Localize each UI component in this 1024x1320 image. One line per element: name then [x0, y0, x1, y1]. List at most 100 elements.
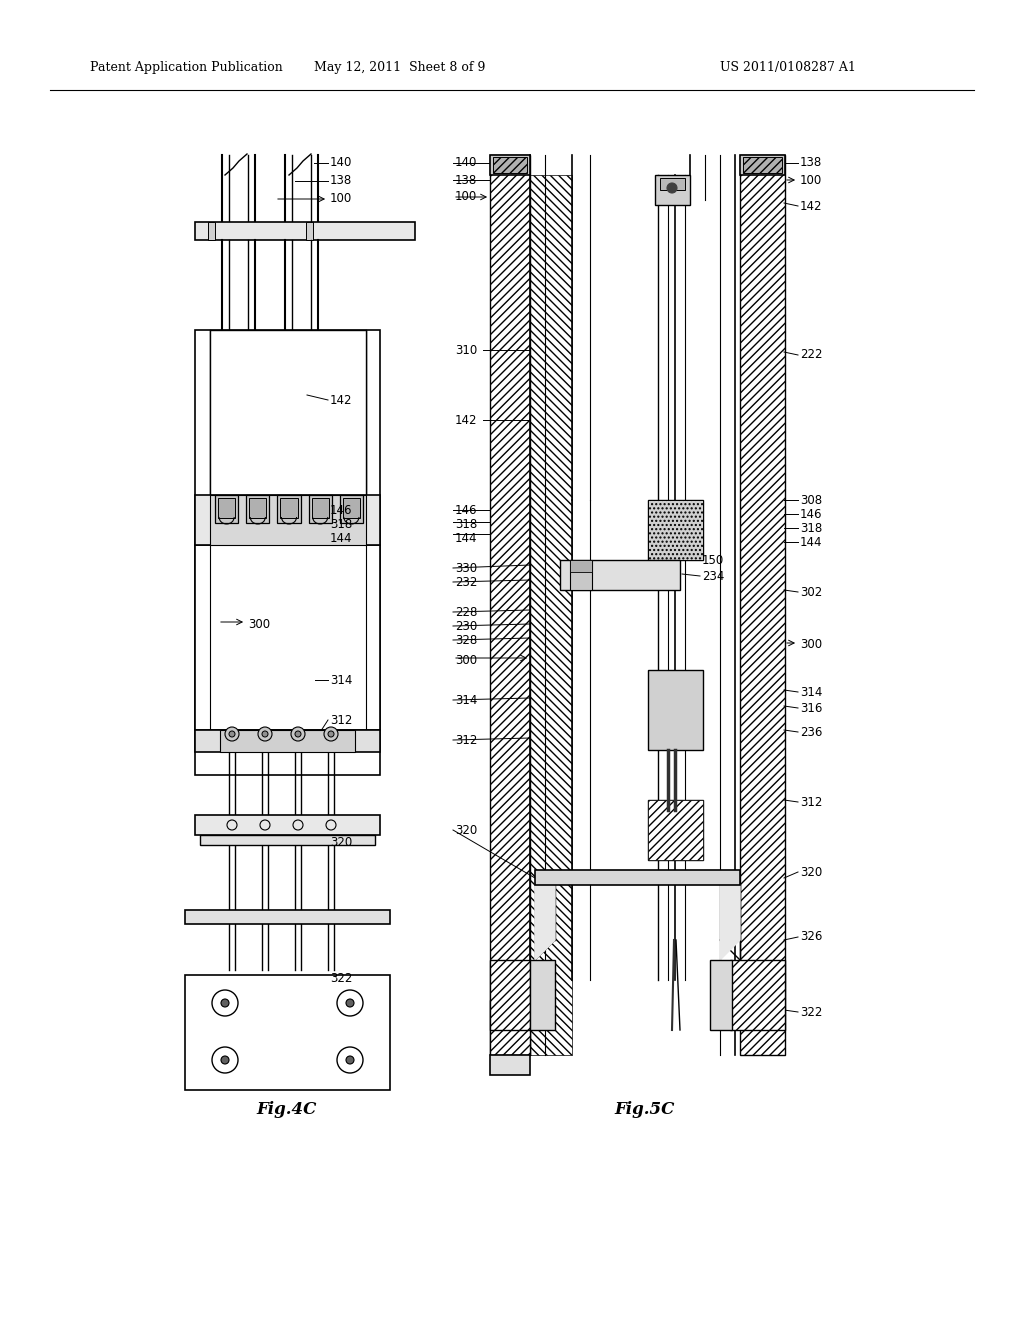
Bar: [308, 495, 332, 523]
Text: 138: 138: [330, 174, 352, 187]
Bar: [195, 330, 380, 775]
Text: 228: 228: [455, 606, 477, 619]
Circle shape: [346, 1056, 354, 1064]
Circle shape: [295, 731, 301, 737]
Bar: [208, 222, 215, 240]
Circle shape: [291, 727, 305, 741]
Circle shape: [328, 731, 334, 737]
Text: 320: 320: [455, 824, 477, 837]
Text: 232: 232: [455, 576, 477, 589]
Bar: [560, 560, 680, 590]
Bar: [740, 154, 785, 176]
Text: 322: 322: [800, 1006, 822, 1019]
Text: 300: 300: [455, 653, 477, 667]
Text: Fig.5C: Fig.5C: [614, 1101, 675, 1118]
Bar: [490, 154, 530, 1055]
Text: May 12, 2011  Sheet 8 of 9: May 12, 2011 Sheet 8 of 9: [314, 62, 485, 74]
Text: 100: 100: [330, 193, 352, 206]
Bar: [490, 154, 530, 176]
Bar: [648, 500, 703, 560]
Text: 316: 316: [800, 701, 822, 714]
Circle shape: [337, 1047, 362, 1073]
Bar: [185, 909, 390, 924]
Text: 312: 312: [800, 796, 822, 808]
Bar: [730, 960, 785, 1030]
Text: 312: 312: [330, 714, 352, 726]
Bar: [340, 495, 362, 523]
Text: 144: 144: [330, 532, 352, 544]
Text: 222: 222: [800, 348, 822, 362]
Bar: [493, 157, 527, 173]
Bar: [648, 800, 703, 861]
Text: 326: 326: [800, 931, 822, 944]
Text: 320: 320: [330, 836, 352, 849]
Text: 142: 142: [455, 413, 477, 426]
Text: 302: 302: [800, 586, 822, 598]
Circle shape: [337, 990, 362, 1016]
Bar: [648, 671, 703, 750]
Bar: [278, 495, 301, 523]
Bar: [281, 498, 298, 517]
Text: US 2011/0108287 A1: US 2011/0108287 A1: [720, 62, 856, 74]
Bar: [648, 800, 703, 861]
Text: Patent Application Publication: Patent Application Publication: [90, 62, 283, 74]
Text: 142: 142: [330, 393, 352, 407]
Circle shape: [258, 727, 272, 741]
Text: 314: 314: [455, 693, 477, 706]
Bar: [655, 176, 690, 205]
Text: Fig.4C: Fig.4C: [257, 1101, 317, 1118]
Bar: [195, 222, 415, 240]
Bar: [648, 500, 703, 560]
Text: 320: 320: [800, 866, 822, 879]
Text: 150: 150: [702, 553, 724, 566]
Bar: [249, 498, 266, 517]
Bar: [306, 222, 313, 240]
Bar: [743, 157, 782, 173]
Text: 100: 100: [455, 190, 477, 203]
Bar: [530, 960, 555, 1030]
Bar: [195, 495, 380, 545]
Bar: [195, 545, 380, 730]
Text: 230: 230: [455, 619, 477, 632]
Text: 142: 142: [800, 199, 822, 213]
Bar: [185, 975, 390, 1090]
Bar: [530, 176, 572, 1055]
Text: 312: 312: [455, 734, 477, 747]
Bar: [490, 1001, 530, 1055]
Circle shape: [667, 183, 677, 193]
Polygon shape: [535, 884, 555, 960]
Text: 308: 308: [800, 494, 822, 507]
Bar: [195, 730, 380, 752]
Circle shape: [221, 999, 229, 1007]
Text: 146: 146: [455, 503, 477, 516]
Text: 310: 310: [455, 343, 477, 356]
Circle shape: [212, 990, 238, 1016]
Text: 314: 314: [330, 673, 352, 686]
Polygon shape: [720, 884, 740, 960]
Bar: [200, 836, 375, 845]
Circle shape: [229, 731, 234, 737]
Bar: [740, 154, 785, 1055]
Circle shape: [262, 731, 268, 737]
Bar: [311, 498, 329, 517]
Bar: [490, 1055, 530, 1074]
Bar: [246, 495, 269, 523]
Bar: [490, 960, 530, 1030]
Text: 318: 318: [800, 521, 822, 535]
Circle shape: [324, 727, 338, 741]
Bar: [195, 814, 380, 836]
Text: 100: 100: [800, 173, 822, 186]
Text: 234: 234: [702, 569, 724, 582]
Text: 140: 140: [455, 157, 477, 169]
Text: 314: 314: [800, 685, 822, 698]
Bar: [710, 960, 732, 1030]
Text: 140: 140: [330, 157, 352, 169]
Circle shape: [221, 1056, 229, 1064]
Bar: [215, 495, 239, 523]
Text: 322: 322: [330, 972, 352, 985]
Text: 330: 330: [455, 561, 477, 574]
Bar: [570, 560, 592, 572]
Text: 318: 318: [455, 517, 477, 531]
Text: 236: 236: [800, 726, 822, 738]
Text: 146: 146: [330, 503, 352, 516]
